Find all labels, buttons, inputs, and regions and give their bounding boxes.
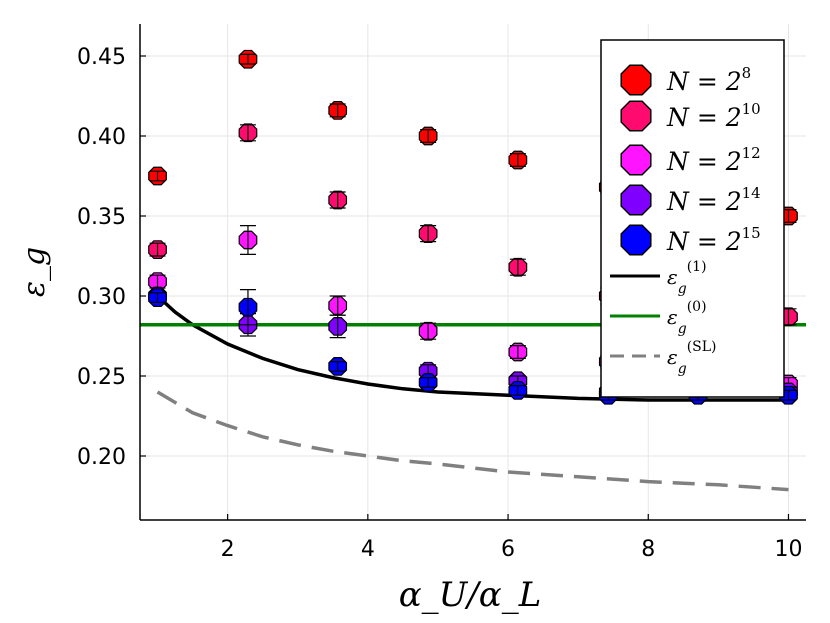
y-tick-label: 0.35 bbox=[77, 205, 126, 230]
y-tick-label: 0.20 bbox=[77, 445, 126, 470]
curve-0 bbox=[156, 294, 789, 402]
legend-marker bbox=[620, 184, 652, 216]
legend-box bbox=[600, 39, 785, 398]
y-tick-label: 0.25 bbox=[77, 365, 126, 390]
y-tick-label: 0.45 bbox=[77, 45, 126, 70]
x-tick-label: 2 bbox=[221, 537, 235, 562]
y-tick-label: 0.40 bbox=[77, 125, 126, 150]
series-0 bbox=[148, 49, 798, 226]
x-tick-label: 10 bbox=[774, 537, 802, 562]
x-tick-label: 6 bbox=[501, 537, 515, 562]
x-tick-label: 4 bbox=[361, 537, 375, 562]
x-axis-label-text: α_U/α_L bbox=[399, 575, 542, 615]
axes bbox=[139, 24, 806, 521]
legend-marker bbox=[620, 144, 652, 176]
legend-marker bbox=[620, 224, 652, 256]
x-tick-label: 8 bbox=[641, 537, 655, 562]
legend-marker bbox=[620, 64, 652, 96]
legend-label: N = 28 bbox=[666, 64, 751, 96]
legend-marker bbox=[620, 100, 652, 132]
y-tick-label: 0.30 bbox=[77, 285, 126, 310]
tick-labels: 2 4 6 8 10 0.20 0.25 0.30 0.35 0.40 0.45 bbox=[77, 45, 802, 562]
y-axis-label-text: ε_g bbox=[17, 247, 52, 297]
curve-2 bbox=[156, 390, 789, 492]
x-axis-label: α_U/α_L bbox=[399, 575, 542, 615]
y-axis-label: ε_g bbox=[17, 247, 52, 297]
